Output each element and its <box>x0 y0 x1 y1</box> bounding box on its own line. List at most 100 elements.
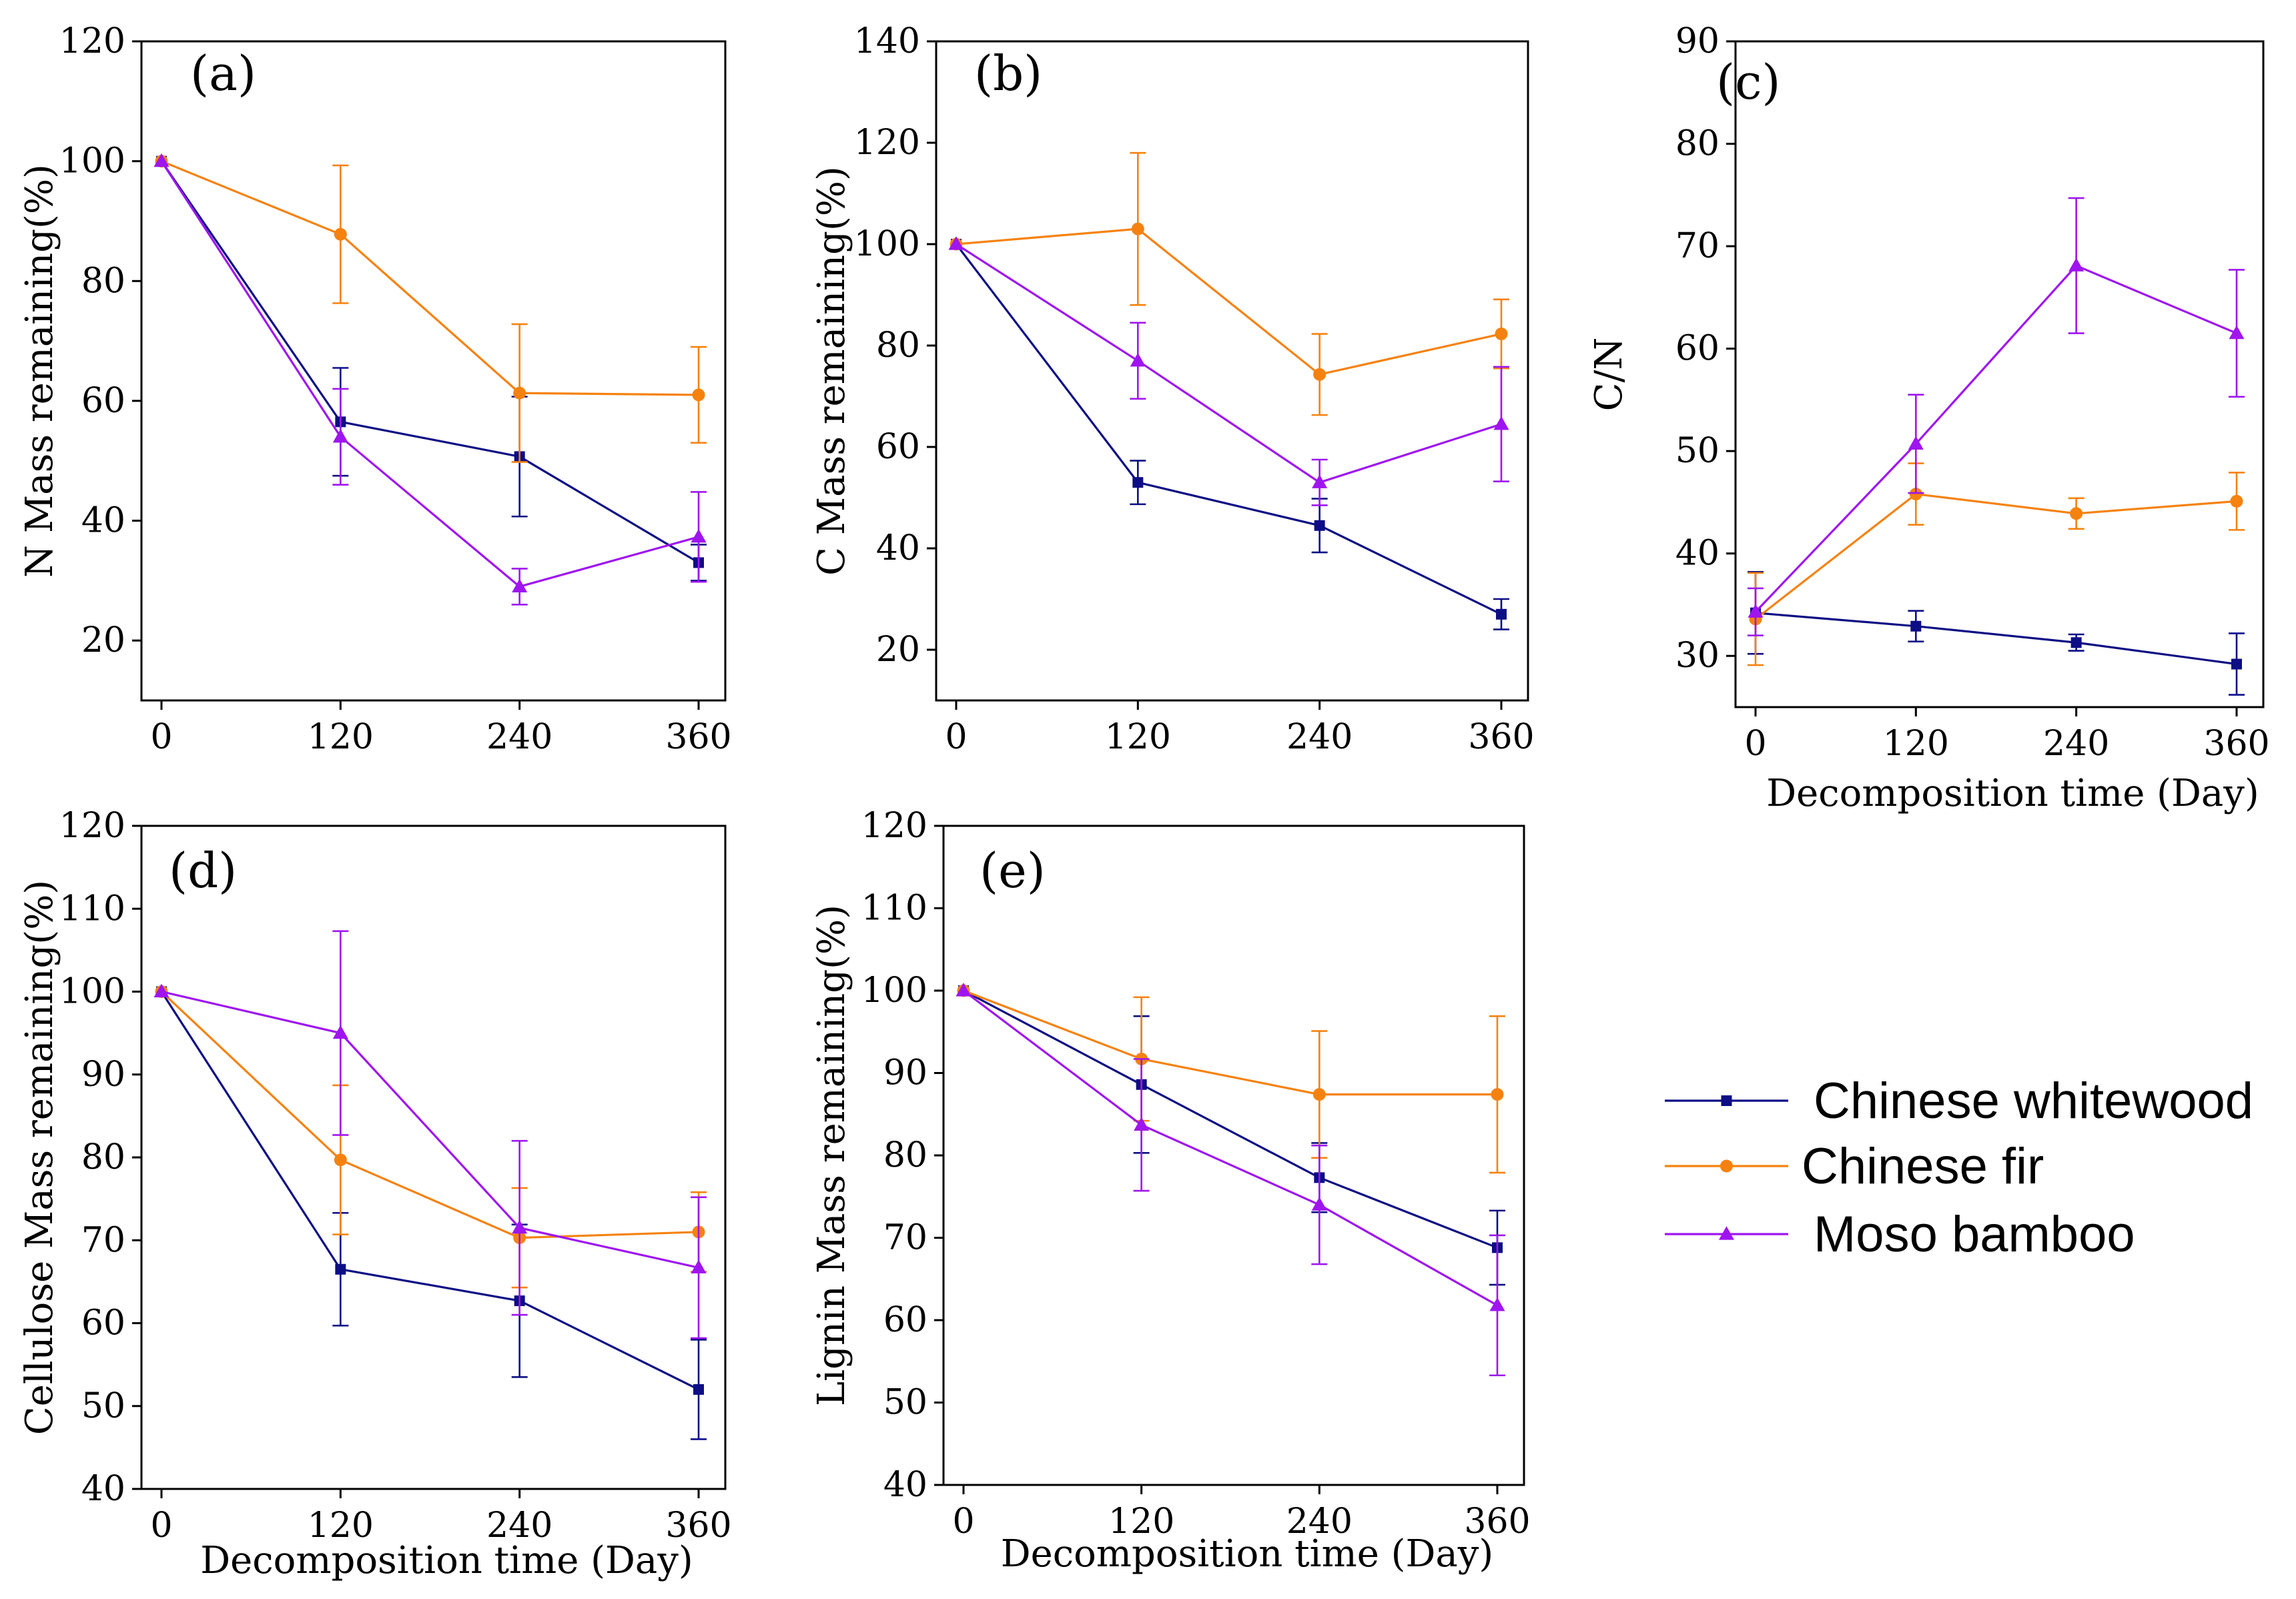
y-tick-label: 30 <box>1675 636 1719 676</box>
series-line <box>1754 264 2237 613</box>
series-moso-bamboo <box>153 930 707 1340</box>
x-tick-label: 240 <box>486 1506 552 1546</box>
series-line <box>1755 492 2237 620</box>
y-tick-label: 100 <box>59 972 125 1012</box>
y-tick-label: 50 <box>883 1383 927 1423</box>
series-line <box>160 160 699 564</box>
y-tick-label: 110 <box>59 889 125 929</box>
data-point <box>1496 608 1507 620</box>
y-axis-label: C/N <box>1587 338 1631 412</box>
data-point <box>1495 328 1508 341</box>
x-tick-label: 360 <box>665 717 731 757</box>
panel-e: 40 50 60 70 80 90 100 110 120 0 120 240 360 Lignin Ma… <box>810 806 1531 1576</box>
x-axis-label: Decomposition time (Day) <box>1001 1532 1494 1576</box>
x-tick-label: 120 <box>308 1506 374 1546</box>
y-tick-label: 60 <box>81 1303 125 1344</box>
data-point <box>512 578 528 592</box>
plot-frame <box>942 825 1525 1486</box>
y-axis-label: Lignin Mass remaining(%) <box>810 905 853 1406</box>
panel-d: 40 50 60 70 80 90 100 110 120 0 120 240 360 Cellulose… <box>18 806 732 1582</box>
data-point <box>332 428 348 443</box>
y-tick-label: 50 <box>1675 431 1719 471</box>
data-point <box>2229 325 2245 340</box>
series-moso-bamboo <box>955 983 1505 1377</box>
y-tick-label: 100 <box>861 971 927 1011</box>
x-tick-label: 120 <box>308 717 374 757</box>
data-point <box>334 1153 347 1167</box>
series-line <box>161 990 699 1269</box>
data-point <box>691 528 707 543</box>
data-point <box>1748 604 1764 618</box>
series-line <box>955 243 1502 616</box>
y-tick-label: 70 <box>1675 226 1719 266</box>
panel-label: (d) <box>169 843 237 899</box>
y-tick-label: 90 <box>1675 21 1719 61</box>
data-point <box>1134 1117 1150 1131</box>
x-tick-label: 360 <box>1468 717 1534 757</box>
series-chinese-whitewood <box>156 155 707 582</box>
series-line <box>1755 612 2237 666</box>
plot-frame <box>140 825 727 1490</box>
series-line <box>161 160 699 396</box>
y-tick-label: 120 <box>854 123 920 163</box>
x-tick-label: 360 <box>1464 1502 1530 1542</box>
x-tick-label: 360 <box>2203 724 2269 764</box>
data-point <box>2230 494 2243 508</box>
y-tick-label: 40 <box>876 528 920 568</box>
y-tick-label: 110 <box>861 889 927 929</box>
data-point <box>1132 477 1144 488</box>
data-point <box>1489 1297 1505 1311</box>
y-tick-label: 20 <box>876 630 920 670</box>
data-point <box>2070 637 2082 648</box>
series-chinese-whitewood <box>958 985 1505 1286</box>
legend: Chinese whitewood Chinese fir Moso bamboo <box>1665 1073 2253 1263</box>
series-chinese-fir <box>957 984 1505 1174</box>
y-tick-label: 40 <box>883 1465 927 1505</box>
plot-frame <box>140 40 727 702</box>
legend-entry: Moso bamboo <box>1665 1206 2135 1263</box>
series-chinese-whitewood <box>951 239 1509 630</box>
x-tick-label: 0 <box>1744 724 1766 764</box>
data-point <box>2070 507 2083 520</box>
y-tick-label: 90 <box>81 1055 125 1095</box>
series-moso-bamboo <box>948 236 1509 506</box>
y-axis-label: Cellulose Mass remaining(%) <box>18 880 61 1435</box>
x-tick-label: 0 <box>945 717 967 757</box>
data-point <box>1493 416 1509 430</box>
y-tick-label: 80 <box>81 1137 125 1177</box>
x-tick-label: 360 <box>665 1506 731 1546</box>
plot-frame <box>1734 40 2265 708</box>
y-tick-label: 120 <box>59 21 125 61</box>
y-tick-label: 80 <box>876 326 920 366</box>
series-moso-bamboo <box>1748 197 2245 636</box>
series-line <box>963 989 1498 1307</box>
panel-a: 20 40 60 80 100 120 0 120 240 360 N Mass remaining… <box>18 21 732 757</box>
data-point <box>948 236 964 250</box>
plot-frame <box>935 40 1529 702</box>
data-point <box>153 153 169 167</box>
data-point <box>334 227 347 241</box>
y-tick-label: 140 <box>854 21 920 61</box>
legend-label: Moso bamboo <box>1814 1206 2135 1263</box>
y-tick-label: 100 <box>59 141 125 181</box>
y-tick-label: 70 <box>883 1218 927 1258</box>
panel-c: 30 40 50 60 70 80 90 0 120 240 360 C/N Decomposition… <box>1587 21 2270 815</box>
series-line <box>160 160 699 588</box>
data-point <box>1312 1088 1326 1101</box>
panel-b: 20 40 60 80 100 120 140 0 120 240 360 C Mass remain… <box>810 21 1535 757</box>
legend-marker <box>1721 1095 1732 1106</box>
y-tick-label: 90 <box>883 1053 927 1093</box>
x-axis-label: Decomposition time (Day) <box>1766 772 2259 815</box>
series-line <box>160 991 699 1239</box>
y-tick-label: 120 <box>59 806 125 846</box>
y-tick-label: 70 <box>81 1220 125 1260</box>
y-tick-label: 80 <box>883 1135 927 1175</box>
panel-label: (b) <box>974 45 1042 101</box>
x-tick-label: 240 <box>486 717 552 757</box>
series-chinese-whitewood <box>156 986 707 1440</box>
y-tick-label: 40 <box>1675 534 1719 574</box>
panel-label: (a) <box>190 45 256 101</box>
legend-entry: Chinese fir <box>1665 1138 2044 1195</box>
series-moso-bamboo <box>153 153 707 606</box>
